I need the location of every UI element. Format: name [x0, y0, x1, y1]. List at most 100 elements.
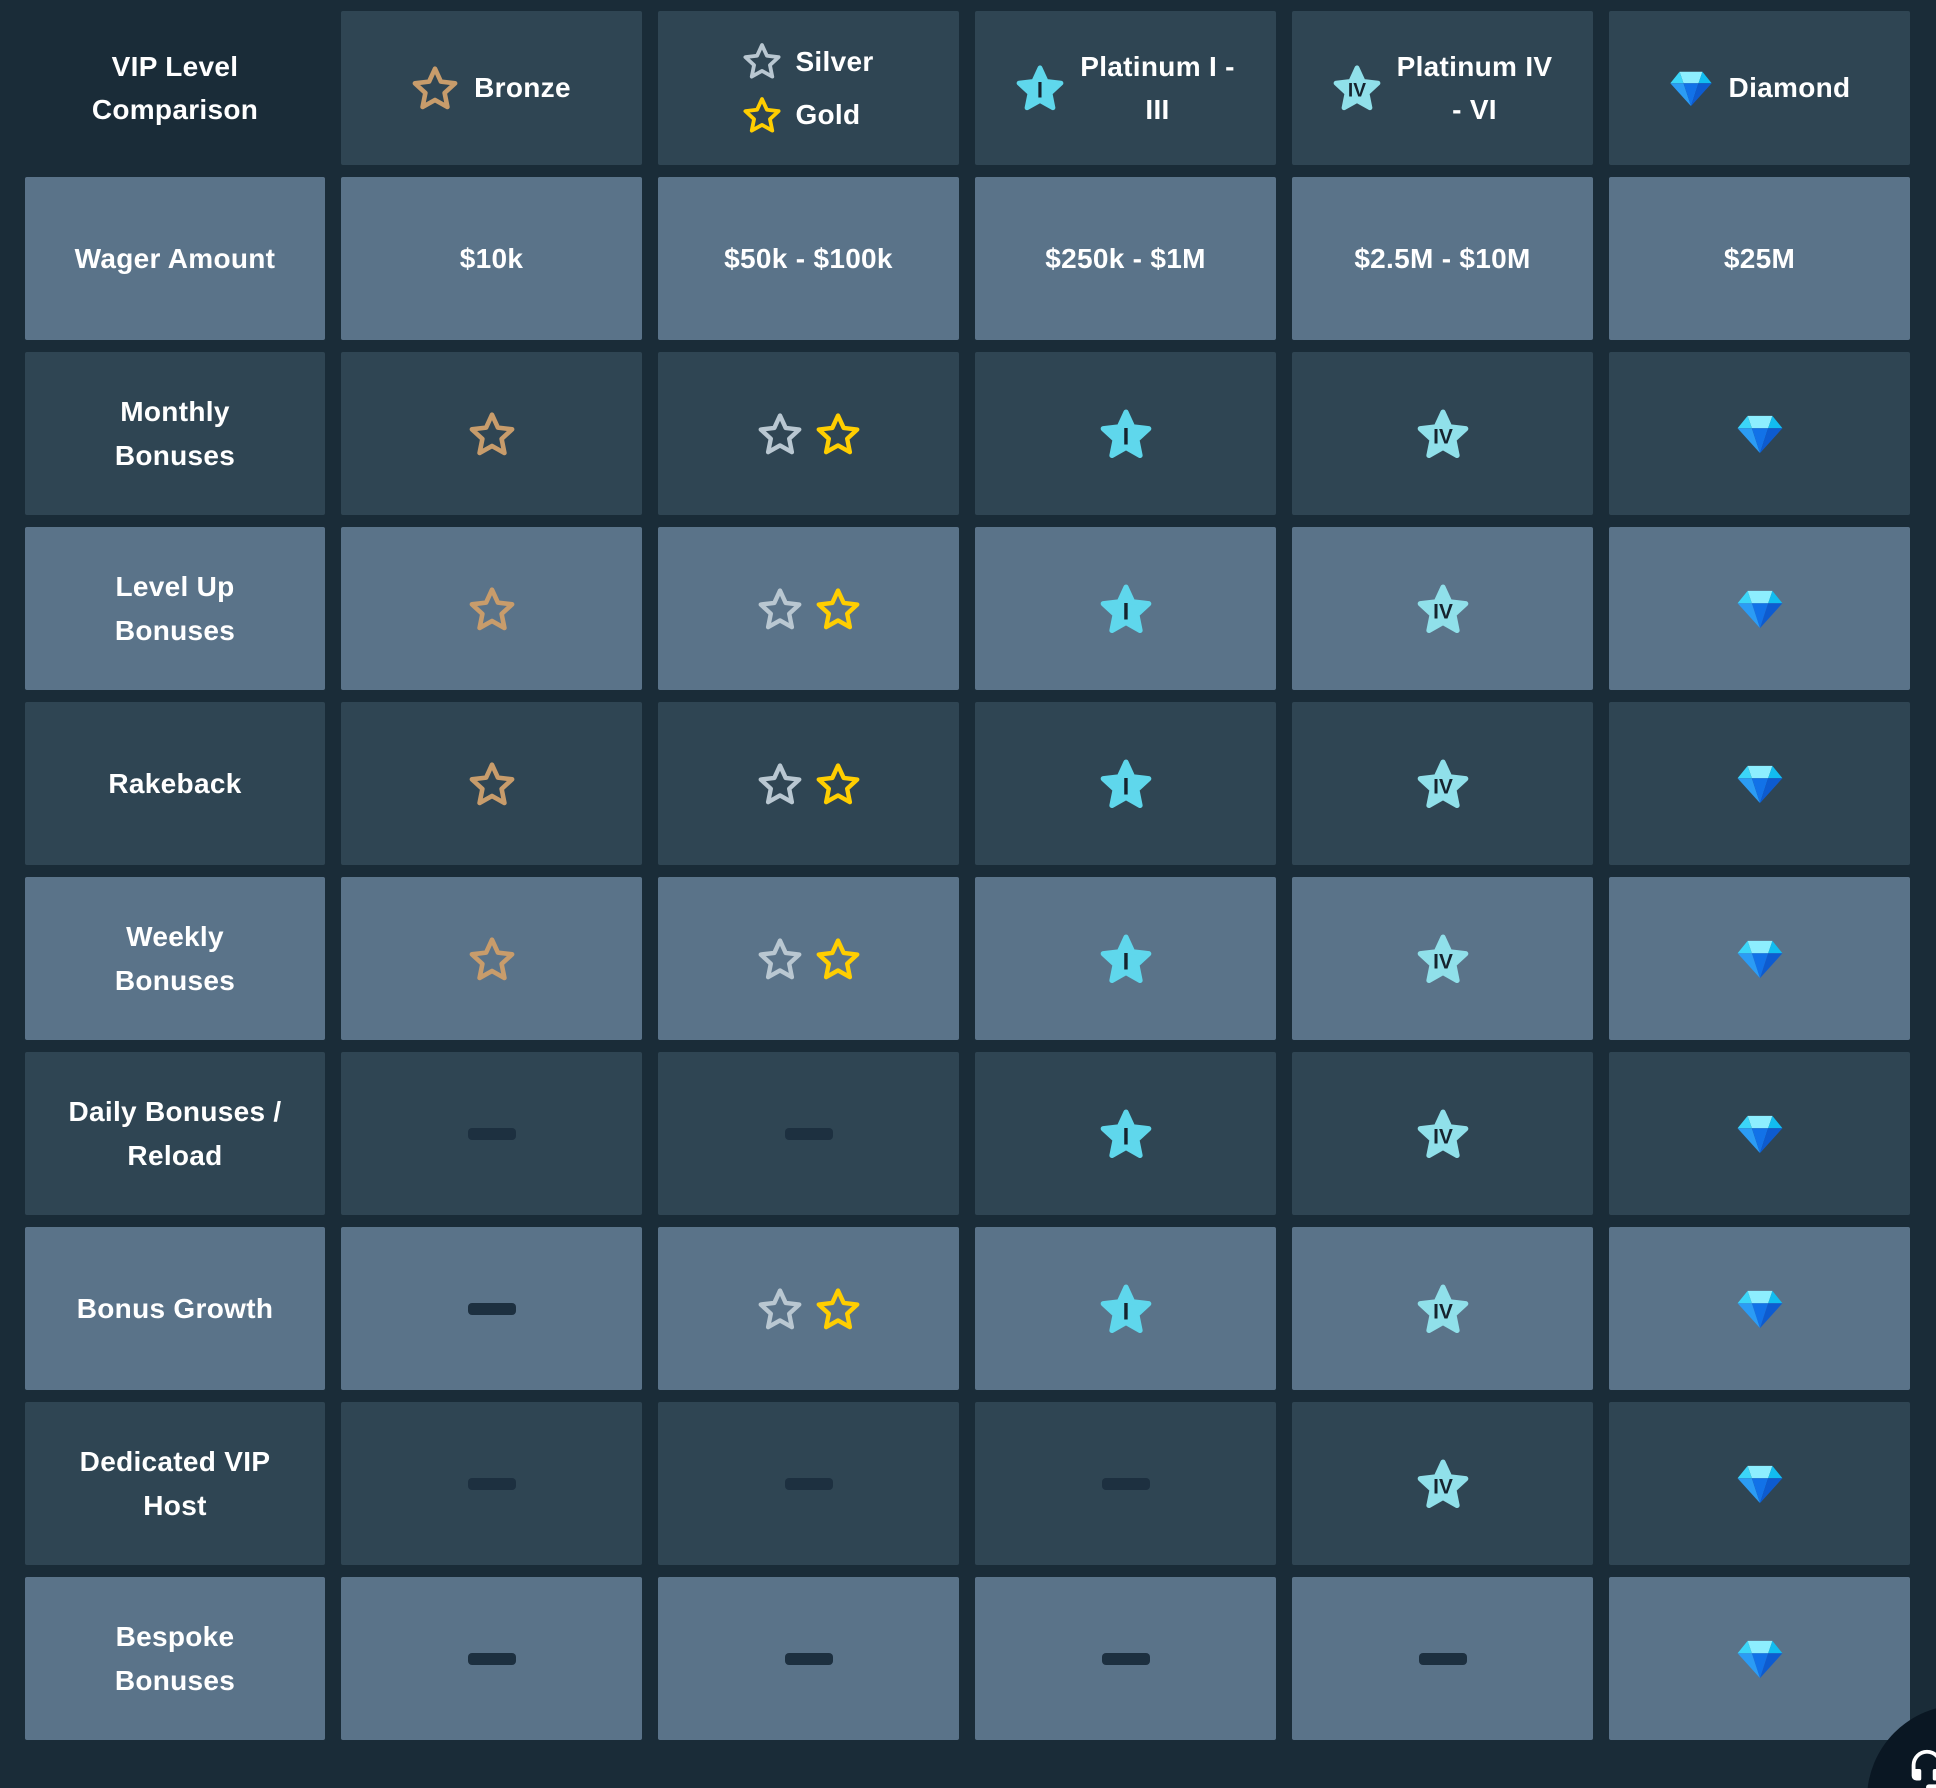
cell-bonus-growth-col5: [1609, 1227, 1910, 1390]
cell-value: $250k - $1M: [1045, 242, 1206, 274]
gold-star-icon: [816, 937, 860, 981]
gold-star-icon: [816, 587, 860, 631]
cell-level-up-bonuses-col4: IV: [1292, 527, 1593, 690]
row-label-wager-amount: Wager Amount: [25, 177, 325, 340]
cell-bespoke-bonuses-col4: [1292, 1577, 1593, 1740]
vip-comparison-table: VIP Level Comparison Bronze Silver Gold I Pl…: [25, 11, 1910, 1740]
diamond-icon: [1736, 588, 1784, 630]
silver-star-icon: [743, 42, 781, 80]
cell-dedicated-vip-host-col3: [975, 1402, 1276, 1565]
row-label-daily-bonuses-reload: Daily Bonuses / Reload: [25, 1052, 325, 1215]
svg-text:IV: IV: [1433, 600, 1453, 623]
cell-weekly-bonuses-col2: [658, 877, 959, 1040]
cell-dedicated-vip-host-col1: [341, 1402, 642, 1565]
silver-gold-pair: [758, 937, 860, 981]
cell-bespoke-bonuses-col2: [658, 1577, 959, 1740]
tier-label: Platinum IV - VI: [1396, 50, 1553, 125]
cell-rakeback-col2: [658, 702, 959, 865]
diamond-icon: [1736, 1288, 1784, 1330]
platinum-i-star-icon: I: [1016, 64, 1064, 112]
cell-level-up-bonuses-col1: [341, 527, 642, 690]
bottom-edge-strip: [0, 1754, 1936, 1788]
svg-text:I: I: [1122, 1298, 1129, 1325]
dash-icon: [784, 1477, 833, 1490]
header-bronze: Bronze: [341, 11, 642, 165]
cell-monthly-bonuses-col3: I: [975, 352, 1276, 515]
cell-value: $10k: [459, 242, 524, 274]
svg-text:IV: IV: [1433, 425, 1453, 448]
cell-rakeback-col5: [1609, 702, 1910, 865]
cell-bonus-growth-col4: IV: [1292, 1227, 1593, 1390]
dash-icon: [467, 1302, 516, 1315]
svg-text:I: I: [1122, 598, 1129, 625]
diamond-icon: [1736, 413, 1784, 455]
row-label: Bonus Growth: [76, 1292, 274, 1324]
row-label: Rakeback: [108, 767, 242, 799]
gold-star-icon: [743, 96, 781, 134]
row-label: Wager Amount: [74, 242, 276, 274]
cell-bonus-growth-col3: I: [975, 1227, 1276, 1390]
cell-wager-amount-col1: $10k: [341, 177, 642, 340]
cell-wager-amount-col4: $2.5M - $10M: [1292, 177, 1593, 340]
platinum-iv-star-icon: IV: [1417, 408, 1469, 460]
platinum-iv-star-icon: IV: [1417, 583, 1469, 635]
dash-icon: [784, 1652, 833, 1665]
diamond-icon: [1736, 1113, 1784, 1155]
row-label: Bespoke Bonuses: [114, 1621, 236, 1696]
row-label: Dedicated VIP Host: [79, 1446, 271, 1521]
row-label: Level Up Bonuses: [114, 571, 236, 646]
dash-icon: [784, 1127, 833, 1140]
platinum-iv-star-icon: IV: [1417, 758, 1469, 810]
svg-text:IV: IV: [1433, 1475, 1453, 1498]
cell-rakeback-col1: [341, 702, 642, 865]
cell-level-up-bonuses-col3: I: [975, 527, 1276, 690]
dash-icon: [467, 1477, 516, 1490]
table-title-cell: VIP Level Comparison: [25, 11, 325, 165]
tier-label: Bronze: [474, 72, 571, 104]
row-label-bespoke-bonuses: Bespoke Bonuses: [25, 1577, 325, 1740]
cell-wager-amount-col5: $25M: [1609, 177, 1910, 340]
row-label-dedicated-vip-host: Dedicated VIP Host: [25, 1402, 325, 1565]
headset-icon: [1911, 1749, 1936, 1788]
cell-monthly-bonuses-col1: [341, 352, 642, 515]
dash-icon: [467, 1127, 516, 1140]
diamond-icon: [1736, 1463, 1784, 1505]
platinum-i-star-icon: I: [1100, 933, 1152, 985]
silver-star-icon: [758, 762, 802, 806]
bronze-star-icon: [469, 936, 515, 982]
cell-monthly-bonuses-col4: IV: [1292, 352, 1593, 515]
header-diamond: Diamond: [1609, 11, 1910, 165]
top-edge-strip: [0, 0, 1936, 10]
gold-star-icon: [816, 412, 860, 456]
cell-monthly-bonuses-col2: [658, 352, 959, 515]
silver-star-icon: [758, 937, 802, 981]
silver-gold-pair: [758, 762, 860, 806]
cell-weekly-bonuses-col3: I: [975, 877, 1276, 1040]
gold-star-icon: [816, 1287, 860, 1331]
cell-level-up-bonuses-col2: [658, 527, 959, 690]
cell-level-up-bonuses-col5: [1609, 527, 1910, 690]
svg-text:I: I: [1122, 1123, 1129, 1150]
platinum-iv-star-icon: IV: [1417, 933, 1469, 985]
cell-dedicated-vip-host-col5: [1609, 1402, 1910, 1565]
diamond-icon: [1669, 69, 1713, 108]
row-label: Daily Bonuses / Reload: [68, 1096, 282, 1171]
platinum-i-star-icon: I: [1100, 583, 1152, 635]
row-label: Weekly Bonuses: [114, 921, 236, 996]
tier-label: Diamond: [1728, 72, 1851, 104]
dash-icon: [1101, 1477, 1150, 1490]
cell-wager-amount-col3: $250k - $1M: [975, 177, 1276, 340]
diamond-icon: [1736, 1638, 1784, 1680]
cell-daily-bonuses-reload-col2: [658, 1052, 959, 1215]
cell-bespoke-bonuses-col1: [341, 1577, 642, 1740]
svg-text:I: I: [1122, 948, 1129, 975]
gold-star-icon: [816, 762, 860, 806]
silver-gold-pair: [758, 1287, 860, 1331]
dash-icon: [1418, 1652, 1467, 1665]
diamond-icon: [1736, 763, 1784, 805]
tier-label: Platinum I - III: [1080, 50, 1235, 125]
diamond-icon: [1736, 938, 1784, 980]
tier-silver: Silver: [743, 40, 873, 83]
cell-bespoke-bonuses-col5: [1609, 1577, 1910, 1740]
platinum-iv-star-icon: IV: [1417, 1458, 1469, 1510]
